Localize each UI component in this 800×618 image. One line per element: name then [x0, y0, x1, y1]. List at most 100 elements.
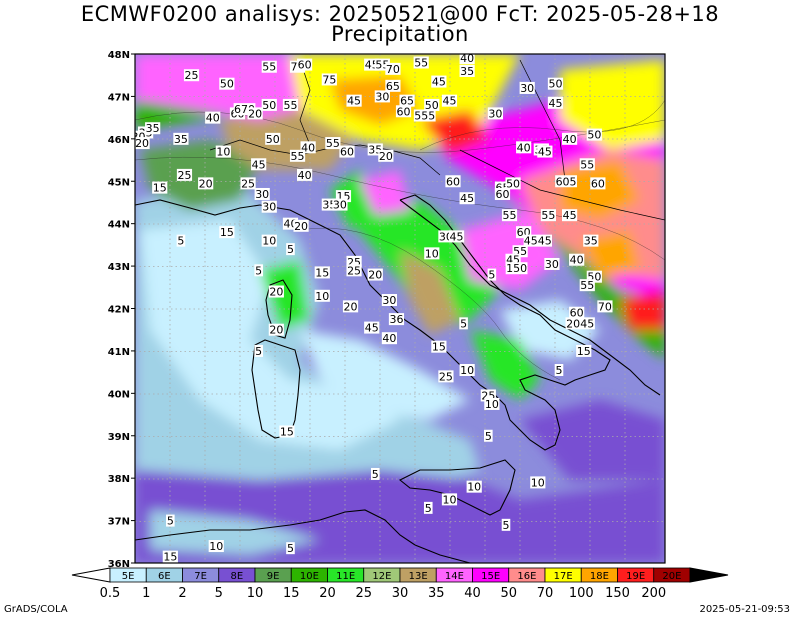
svg-text:40: 40 — [206, 112, 220, 125]
svg-text:5: 5 — [503, 519, 510, 532]
contour-label: 30 — [261, 200, 277, 214]
svg-text:10: 10 — [425, 247, 439, 260]
svg-text:5: 5 — [167, 515, 174, 528]
svg-text:20: 20 — [368, 269, 382, 282]
svg-text:19E: 19E — [626, 571, 645, 582]
contour-label: 50 — [547, 77, 564, 91]
colorbar-tick-label: 25 — [355, 586, 372, 601]
svg-text:5: 5 — [287, 542, 294, 555]
contour-label: 5 — [254, 344, 263, 358]
contour-label: 20 — [135, 137, 150, 150]
contour-label: 40 — [569, 254, 585, 267]
contour-label: 15 — [162, 550, 178, 563]
contour-label: 40 — [205, 111, 221, 125]
svg-text:10: 10 — [460, 364, 474, 377]
svg-text:65: 65 — [386, 80, 400, 93]
svg-text:13E: 13E — [409, 571, 428, 582]
lat-label: 37N — [108, 517, 130, 528]
svg-text:150: 150 — [506, 262, 527, 275]
contour-label: 40 — [297, 168, 313, 182]
lat-label: 48N — [108, 50, 130, 61]
colorbar-tick-label: 10 — [247, 586, 264, 601]
contour-label: 5 — [459, 317, 468, 330]
svg-text:50: 50 — [262, 99, 276, 112]
svg-text:15: 15 — [432, 341, 446, 354]
contour-label: 50 — [586, 128, 602, 142]
svg-text:20: 20 — [566, 317, 580, 330]
svg-text:50: 50 — [425, 99, 439, 112]
svg-text:10: 10 — [262, 235, 276, 248]
contour-label: 10 — [484, 397, 500, 411]
contour-label: 5 — [286, 542, 295, 555]
contour-label: 60 — [445, 175, 461, 188]
contour-label: 50 — [505, 177, 521, 190]
svg-text:30: 30 — [520, 82, 534, 95]
svg-text:50: 50 — [266, 133, 280, 146]
contour-label: 20 — [268, 323, 284, 337]
contour-label: 45 — [579, 317, 595, 330]
svg-text:15: 15 — [315, 266, 329, 279]
contour-label: 10 — [466, 480, 482, 494]
contour-label: 5 — [166, 514, 175, 528]
svg-text:20: 20 — [294, 220, 308, 233]
colorbar-tick-label: 30 — [392, 586, 409, 601]
contour-label: 20 — [198, 177, 214, 190]
svg-text:20: 20 — [135, 137, 149, 150]
svg-text:10E: 10E — [300, 571, 319, 582]
contour-label: 50 — [265, 132, 281, 146]
contour-label: 15 — [576, 344, 592, 358]
lat-label: 43N — [108, 262, 130, 273]
svg-text:5: 5 — [255, 345, 262, 358]
svg-text:25: 25 — [241, 177, 255, 190]
contour-label: 10 — [208, 540, 224, 553]
svg-text:20E: 20E — [662, 571, 681, 582]
contour-label: 10 — [530, 476, 546, 489]
svg-text:5E: 5E — [122, 571, 135, 582]
colorbar-segment: 15E — [472, 567, 510, 583]
svg-text:10: 10 — [216, 146, 230, 159]
colorbar-segment: 9E — [254, 567, 292, 583]
svg-text:20: 20 — [344, 300, 358, 313]
svg-text:55: 55 — [414, 56, 428, 69]
svg-text:25: 25 — [185, 69, 199, 82]
contour-label: 10 — [314, 289, 330, 303]
svg-text:45: 45 — [347, 95, 361, 108]
svg-text:20: 20 — [269, 286, 283, 299]
colorbar-tick-label: 1 — [142, 586, 150, 601]
svg-text:555: 555 — [414, 110, 435, 123]
contour-label: 10 — [441, 493, 458, 506]
colorbar-segment: 12E — [363, 567, 401, 583]
svg-text:25: 25 — [177, 169, 191, 182]
contour-label: 30 — [519, 81, 535, 95]
contour-label: 20 — [565, 317, 581, 330]
contour-label: 5 — [423, 501, 433, 515]
colorbar-tick-label: 70 — [537, 586, 554, 601]
svg-text:50: 50 — [220, 78, 234, 91]
contour-label: 20 — [247, 107, 263, 120]
svg-text:14E: 14E — [445, 571, 464, 582]
contour-label: 15 — [219, 226, 235, 239]
svg-text:70: 70 — [386, 63, 400, 76]
svg-text:45: 45 — [563, 209, 577, 222]
contour-label: 25 — [176, 168, 193, 182]
contour-label: 10 — [424, 247, 440, 260]
contour-label: 5 — [370, 467, 380, 481]
colorbar-tick-label: 35 — [428, 586, 445, 601]
contour-label: 50 — [261, 98, 277, 112]
contour-label: 75 — [321, 73, 337, 86]
svg-text:17E: 17E — [554, 571, 573, 582]
svg-text:50: 50 — [548, 78, 562, 91]
svg-text:50: 50 — [506, 177, 520, 190]
contour-label: 30 — [381, 294, 397, 307]
svg-text:40: 40 — [298, 169, 312, 182]
contour-label: 5 — [286, 243, 295, 256]
svg-text:11E: 11E — [336, 571, 355, 582]
contour-label: 35 — [583, 234, 599, 248]
svg-text:55: 55 — [503, 209, 517, 222]
contour-label: 45 — [364, 321, 380, 335]
svg-text:8E: 8E — [231, 571, 244, 582]
contour-label: 25 — [183, 69, 200, 82]
svg-text:20: 20 — [269, 324, 283, 337]
svg-text:18E: 18E — [590, 571, 609, 582]
contour-label: 10 — [261, 234, 277, 248]
